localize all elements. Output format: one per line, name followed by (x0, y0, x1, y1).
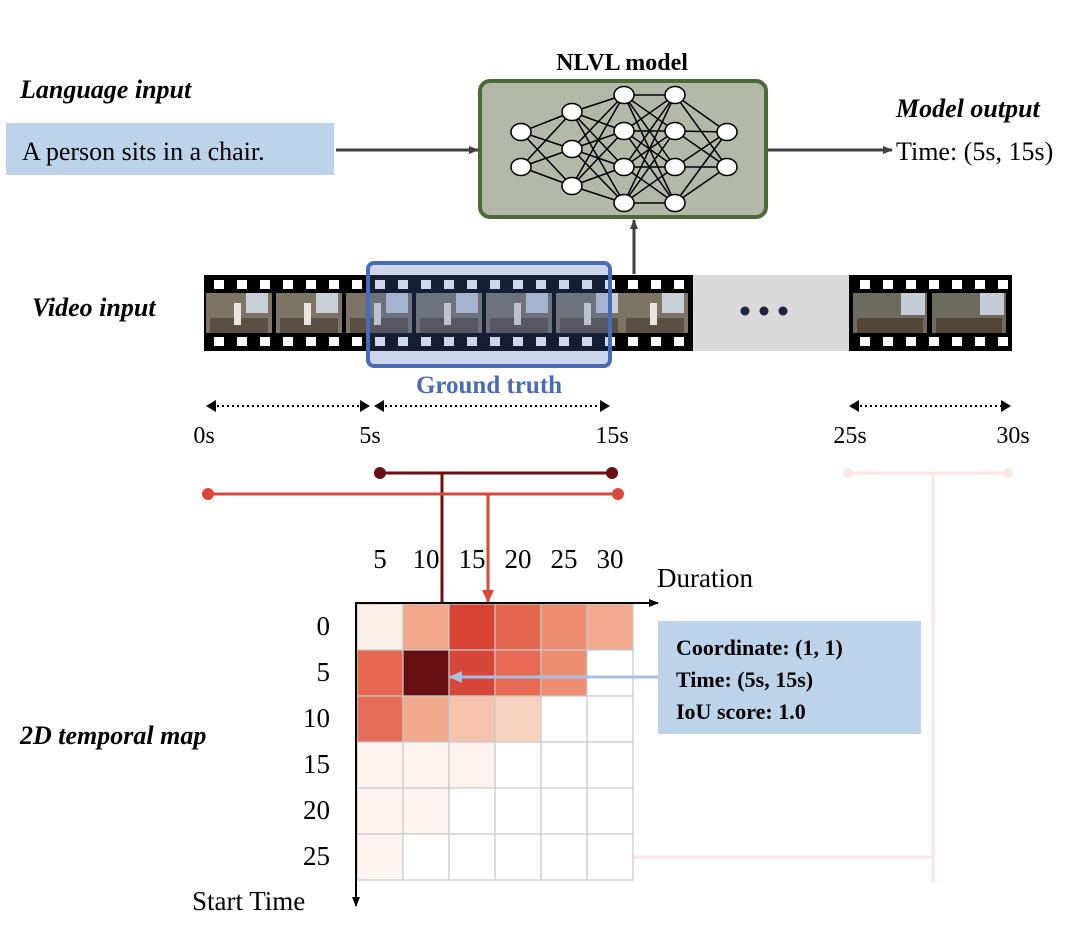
tick-label-25s: 25s (833, 423, 866, 449)
nn-node (664, 121, 686, 141)
map-cell (586, 649, 634, 697)
map-cell (356, 603, 404, 651)
ground-truth-box (366, 261, 612, 368)
temporal-map-label: 2D temporal map (19, 721, 206, 750)
map-cell (494, 695, 542, 743)
ellipsis-dot (778, 306, 788, 316)
map-cell (448, 833, 496, 881)
model-output-label: Model output (895, 94, 1041, 123)
info-coordinate: Coordinate: (1, 1) (676, 635, 843, 660)
map-cell (402, 695, 450, 743)
map-cell (540, 695, 588, 743)
duration-tick-label: 10 (413, 544, 440, 574)
query-box (6, 123, 334, 175)
duration-tick-label: 20 (505, 544, 532, 574)
nn-node (613, 121, 635, 141)
start-tick-label: 25 (303, 841, 330, 871)
start-tick-label: 5 (317, 657, 331, 687)
duration-axis-label: Duration (657, 563, 753, 593)
start-tick-label: 0 (317, 611, 331, 641)
map-cell (356, 833, 404, 881)
map-cell (586, 741, 634, 789)
map-cell (402, 787, 450, 835)
ellipsis-dot (759, 306, 769, 316)
timeline-segments (206, 400, 1011, 412)
ground-truth-label: Ground truth (416, 372, 562, 399)
nn-node (664, 157, 686, 177)
ellipsis-dot (740, 306, 750, 316)
nn-node (561, 176, 583, 196)
duration-tick-label: 15 (459, 544, 486, 574)
duration-tick-label: 25 (551, 544, 578, 574)
nn-node (613, 85, 635, 105)
temporal-map-grid: 5 10 15 20 25 30 0 5 10 15 20 25 (303, 544, 634, 881)
map-cell (448, 695, 496, 743)
start-tick-label: 10 (303, 703, 330, 733)
nn-node (664, 85, 686, 105)
map-cell (356, 695, 404, 743)
query-text: A person sits in a chair. (22, 137, 265, 166)
map-cell (586, 603, 634, 651)
info-box (658, 621, 921, 734)
language-input-label: Language input (19, 75, 192, 104)
nn-node (561, 139, 583, 159)
map-cell (540, 649, 588, 697)
nn-node (716, 122, 738, 142)
film-gap (693, 275, 849, 351)
map-cell (586, 833, 634, 881)
nlvl-model-title: NLVL model (556, 50, 688, 76)
nn-node (510, 122, 532, 142)
map-cell (540, 787, 588, 835)
map-cell (494, 741, 542, 789)
map-cell (494, 787, 542, 835)
map-cell (586, 695, 634, 743)
duration-tick-label: 5 (373, 544, 387, 574)
map-cell (356, 649, 404, 697)
map-cell (402, 603, 450, 651)
map-cell (540, 603, 588, 651)
neural-network-icon (510, 85, 738, 213)
map-cell (448, 603, 496, 651)
nn-node (613, 193, 635, 213)
start-tick-label: 20 (303, 795, 330, 825)
tick-label-15s: 15s (595, 423, 628, 449)
map-cell (494, 603, 542, 651)
tick-label-30s: 30s (996, 423, 1029, 449)
map-cell (448, 741, 496, 789)
segment-0-15-indicator (202, 488, 624, 603)
map-cell (448, 649, 496, 697)
map-cell (586, 787, 634, 835)
model-output-text: Time: (5s, 15s) (896, 137, 1053, 166)
duration-tick-label: 30 (597, 544, 624, 574)
nn-node (716, 157, 738, 177)
video-input-label: Video input (32, 293, 156, 322)
nn-node (510, 157, 532, 177)
map-cell (540, 741, 588, 789)
map-cell (402, 649, 450, 697)
nlvl-model-box (478, 79, 768, 219)
nn-node (664, 193, 686, 213)
map-cell (356, 787, 404, 835)
map-cell (494, 833, 542, 881)
tick-label-5s: 5s (359, 423, 380, 449)
info-time: Time: (5s, 15s) (676, 667, 813, 692)
nn-node (561, 102, 583, 122)
map-cell (448, 787, 496, 835)
start-time-axis-label: Start Time (192, 886, 305, 916)
map-cell (356, 741, 404, 789)
map-cell (540, 833, 588, 881)
map-cell (494, 649, 542, 697)
info-iou: IoU score: 1.0 (676, 699, 806, 724)
map-cell (402, 833, 450, 881)
tick-label-0s: 0s (193, 423, 214, 449)
start-tick-label: 15 (303, 749, 330, 779)
map-cell (402, 741, 450, 789)
nn-node (613, 157, 635, 177)
